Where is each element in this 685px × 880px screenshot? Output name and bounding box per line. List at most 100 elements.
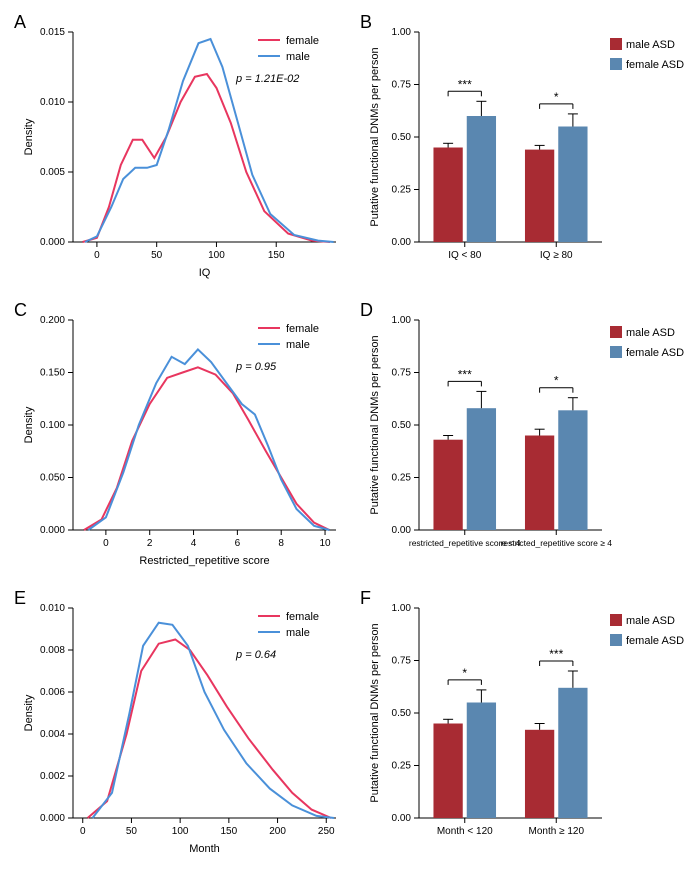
svg-text:150: 150 — [268, 250, 285, 261]
svg-text:0.008: 0.008 — [40, 645, 65, 656]
legend-swatch-female — [610, 58, 622, 70]
male-curve — [85, 39, 334, 242]
bar-female — [467, 703, 496, 819]
svg-text:6: 6 — [235, 538, 241, 549]
bar-female — [558, 127, 587, 243]
svg-text:0.002: 0.002 — [40, 771, 65, 782]
legend-female: female ASD — [626, 635, 684, 647]
significance-marker: * — [554, 90, 559, 104]
svg-text:0.010: 0.010 — [40, 603, 65, 614]
p-value-text: p = 0.95 — [235, 361, 277, 373]
legend-swatch-female — [610, 634, 622, 646]
legend-male: male — [286, 51, 310, 63]
svg-text:0: 0 — [80, 826, 86, 837]
svg-text:0: 0 — [103, 538, 109, 549]
x-axis-title: Month — [189, 843, 220, 855]
density-plot: 0501001502002500.0000.0020.0040.0060.008… — [18, 588, 348, 860]
panel-label: F — [360, 588, 371, 609]
svg-text:0.050: 0.050 — [40, 473, 65, 484]
y-axis-title: Density — [23, 406, 35, 443]
group-label: IQ ≥ 80 — [540, 250, 573, 261]
svg-text:0.50: 0.50 — [392, 420, 412, 431]
bar-male — [525, 730, 554, 818]
svg-text:0.50: 0.50 — [392, 708, 412, 719]
bar-male — [525, 436, 554, 531]
svg-text:0.75: 0.75 — [392, 80, 412, 91]
panel-A: A0501001500.0000.0050.0100.015IQDensityf… — [12, 12, 348, 292]
svg-text:50: 50 — [126, 826, 138, 837]
y-axis-title: Putative functional DNMs per person — [369, 623, 381, 802]
bar-female — [467, 408, 496, 530]
legend-female: female — [286, 35, 319, 47]
svg-text:0: 0 — [94, 250, 100, 261]
svg-text:250: 250 — [318, 826, 335, 837]
significance-marker: * — [554, 374, 559, 388]
p-value-text: p = 1.21E-02 — [235, 73, 299, 85]
density-plot: 02468100.0000.0500.1000.1500.200Restrict… — [18, 300, 348, 572]
panel-F: F0.000.250.500.751.00Putative functional… — [358, 588, 685, 868]
significance-marker: *** — [458, 77, 472, 91]
svg-text:10: 10 — [319, 538, 331, 549]
panel-B: B0.000.250.500.751.00Putative functional… — [358, 12, 685, 292]
y-axis-title: Density — [23, 118, 35, 155]
svg-text:0.000: 0.000 — [40, 237, 65, 248]
svg-text:0.100: 0.100 — [40, 420, 65, 431]
group-label: restricted_repetitive score ≥ 4 — [501, 538, 613, 548]
bar-chart: 0.000.250.500.751.00Putative functional … — [364, 588, 685, 860]
y-axis-title: Putative functional DNMs per person — [369, 47, 381, 226]
svg-text:100: 100 — [208, 250, 225, 261]
bar-male — [525, 150, 554, 242]
legend-female: female ASD — [626, 59, 684, 71]
panel-E: E0501001502002500.0000.0020.0040.0060.00… — [12, 588, 348, 868]
group-label: Month ≥ 120 — [528, 826, 584, 837]
svg-text:0.015: 0.015 — [40, 27, 65, 38]
svg-text:0.25: 0.25 — [392, 185, 412, 196]
bar-chart: 0.000.250.500.751.00Putative functional … — [364, 12, 685, 284]
significance-marker: *** — [549, 647, 563, 661]
male-curve — [93, 623, 335, 818]
legend-swatch-female — [610, 346, 622, 358]
bar-chart: 0.000.250.500.751.00Putative functional … — [364, 300, 685, 572]
panel-label: A — [14, 12, 26, 33]
panel-D: D0.000.250.500.751.00Putative functional… — [358, 300, 685, 580]
legend-male: male ASD — [626, 39, 675, 51]
svg-text:0.004: 0.004 — [40, 729, 65, 740]
legend-female: female ASD — [626, 347, 684, 359]
svg-text:0.150: 0.150 — [40, 368, 65, 379]
bar-female — [558, 688, 587, 818]
svg-text:0.25: 0.25 — [392, 473, 412, 484]
svg-text:2: 2 — [147, 538, 153, 549]
bar-male — [433, 440, 462, 530]
panel-C: C02468100.0000.0500.1000.1500.200Restric… — [12, 300, 348, 580]
legend-female: female — [286, 611, 319, 623]
female-curve — [83, 74, 330, 242]
svg-text:0.00: 0.00 — [392, 813, 412, 824]
svg-text:0.75: 0.75 — [392, 368, 412, 379]
bar-male — [433, 724, 462, 819]
svg-text:0.50: 0.50 — [392, 132, 412, 143]
svg-text:0.010: 0.010 — [40, 97, 65, 108]
p-value-text: p = 0.64 — [235, 649, 276, 661]
female-curve — [84, 367, 329, 530]
legend-swatch-male — [610, 38, 622, 50]
svg-text:1.00: 1.00 — [392, 27, 412, 38]
svg-text:0.00: 0.00 — [392, 525, 412, 536]
y-axis-title: Density — [23, 694, 35, 731]
svg-text:0.000: 0.000 — [40, 813, 65, 824]
x-axis-title: IQ — [199, 267, 211, 279]
bar-female — [467, 116, 496, 242]
legend-male: male ASD — [626, 615, 675, 627]
bar-male — [433, 148, 462, 243]
svg-text:0.000: 0.000 — [40, 525, 65, 536]
x-axis-title: Restricted_repetitive score — [139, 555, 269, 567]
svg-text:1.00: 1.00 — [392, 603, 412, 614]
svg-text:4: 4 — [191, 538, 197, 549]
group-label: IQ < 80 — [448, 250, 482, 261]
svg-text:200: 200 — [269, 826, 286, 837]
svg-text:0.006: 0.006 — [40, 687, 65, 698]
legend-male: male — [286, 339, 310, 351]
panel-label: D — [360, 300, 373, 321]
significance-marker: * — [462, 666, 467, 680]
svg-text:1.00: 1.00 — [392, 315, 412, 326]
svg-text:0.005: 0.005 — [40, 167, 65, 178]
